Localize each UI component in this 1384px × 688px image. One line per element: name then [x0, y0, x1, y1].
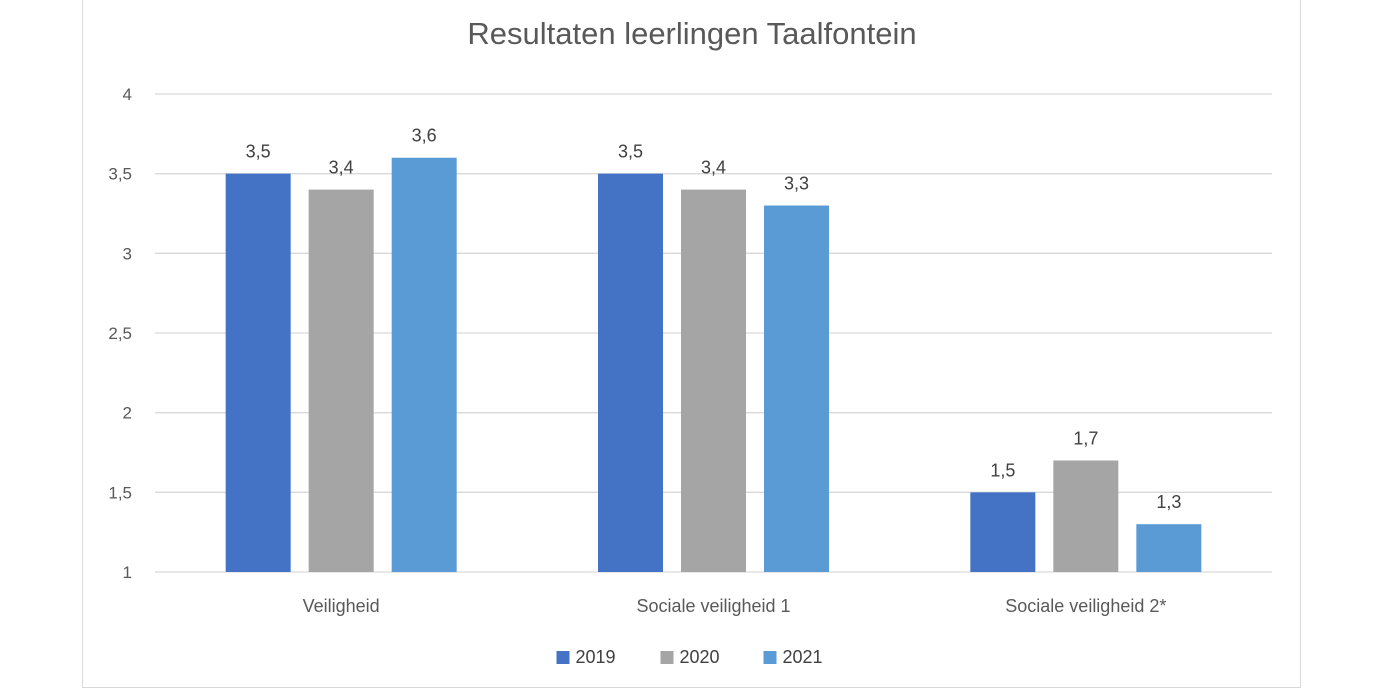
data-label: 1,3: [1156, 492, 1181, 512]
y-tick-label: 2,5: [108, 324, 132, 343]
x-axis: Veiligheid Sociale veiligheid 1 Sociale ve…: [303, 596, 1167, 616]
bar-2021-3: [1136, 524, 1202, 572]
legend-label-2021: 2021: [783, 647, 823, 667]
data-label: 3,4: [701, 158, 726, 178]
bar-2020-3: [1053, 460, 1119, 572]
data-labels: 3,5 3,4 3,6 3,5 3,4 3,3 1,5 1,7 1,3: [246, 126, 1182, 512]
data-label: 3,3: [784, 174, 809, 194]
category-label: Veiligheid: [303, 596, 380, 616]
chart-title: Resultaten leerlingen Taalfontein: [467, 16, 917, 51]
legend-label-2020: 2020: [680, 647, 720, 667]
y-tick-label: 2: [123, 404, 132, 423]
bar-2021-2: [764, 205, 829, 573]
bar-2019-3: [970, 492, 1036, 572]
y-tick-label: 1,5: [108, 483, 132, 502]
bars: [225, 157, 1202, 573]
data-label: 3,5: [246, 142, 271, 162]
category-label: Sociale veiligheid 2*: [1005, 596, 1166, 616]
bar-2019-1: [225, 173, 291, 572]
y-tick-label: 1: [123, 563, 132, 582]
data-label: 3,5: [618, 142, 643, 162]
data-label: 3,6: [412, 126, 437, 146]
legend-swatch-2021: [763, 651, 777, 664]
data-label: 1,5: [990, 460, 1015, 480]
y-tick-label: 3,5: [108, 165, 132, 184]
bar-2020-2: [681, 189, 746, 572]
data-label: 1,7: [1073, 428, 1098, 448]
bar-2019-2: [598, 173, 663, 572]
legend-swatch-2020: [660, 651, 674, 664]
bar-2020-1: [308, 189, 374, 572]
legend-swatch-2019: [556, 651, 570, 664]
data-label: 3,4: [329, 158, 354, 178]
y-tick-label: 4: [123, 85, 132, 104]
y-axis: 1 1,5 2 2,5 3 3,5 4: [108, 85, 132, 582]
category-label: Sociale veiligheid 1: [636, 596, 790, 616]
legend-label-2019: 2019: [576, 647, 616, 667]
legend: 2019 2020 2021: [556, 647, 823, 667]
y-tick-label: 3: [123, 244, 132, 263]
bar-2021-1: [391, 157, 457, 572]
